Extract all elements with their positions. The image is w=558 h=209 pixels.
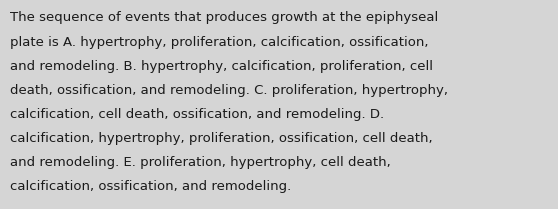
Text: and remodeling. E. proliferation, hypertrophy, cell death,: and remodeling. E. proliferation, hypert… [10, 156, 391, 169]
Text: calcification, hypertrophy, proliferation, ossification, cell death,: calcification, hypertrophy, proliferatio… [10, 132, 432, 145]
Text: plate is A. hypertrophy, proliferation, calcification, ossification,: plate is A. hypertrophy, proliferation, … [10, 36, 429, 48]
Text: death, ossification, and remodeling. C. proliferation, hypertrophy,: death, ossification, and remodeling. C. … [10, 84, 448, 97]
Text: and remodeling. B. hypertrophy, calcification, proliferation, cell: and remodeling. B. hypertrophy, calcific… [10, 60, 433, 73]
Text: calcification, ossification, and remodeling.: calcification, ossification, and remodel… [10, 180, 291, 193]
Text: calcification, cell death, ossification, and remodeling. D.: calcification, cell death, ossification,… [10, 108, 384, 121]
Text: The sequence of events that produces growth at the epiphyseal: The sequence of events that produces gro… [10, 11, 438, 24]
